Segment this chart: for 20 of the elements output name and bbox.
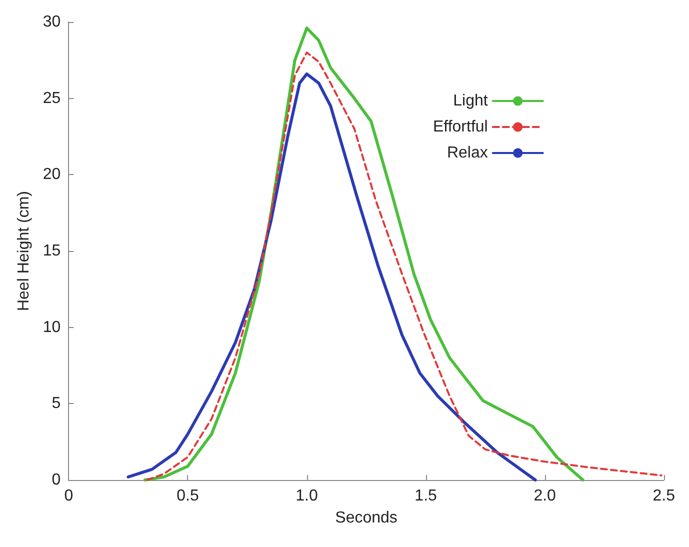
- y-tick-label: 5: [52, 395, 61, 412]
- x-tick-label: 1.0: [296, 488, 318, 504]
- legend-label: Light: [453, 92, 488, 110]
- x-tick-label: 0: [64, 488, 74, 504]
- line-series: [126, 72, 537, 482]
- line-series: [146, 52, 662, 481]
- y-tick-label: 20: [42, 166, 61, 184]
- x-tick-label: 1.5: [414, 488, 438, 504]
- y-tick-label: 0: [52, 472, 61, 488]
- y-tick-label: 15: [42, 242, 61, 260]
- y-tick-label: 25: [42, 90, 61, 107]
- legend-label: Relax: [446, 144, 488, 162]
- y-tick-label: 10: [42, 318, 61, 336]
- x-axis-title: Seconds: [335, 510, 398, 526]
- y-tick-label: 30: [42, 14, 61, 30]
- y-axis-title: Heel Height (cm): [16, 190, 32, 312]
- x-tick-label: 2.0: [534, 488, 556, 504]
- x-tick-label: 0.5: [176, 488, 199, 504]
- legend-label: Effortful: [433, 118, 488, 136]
- x-tick-label: 2.5: [652, 488, 676, 504]
